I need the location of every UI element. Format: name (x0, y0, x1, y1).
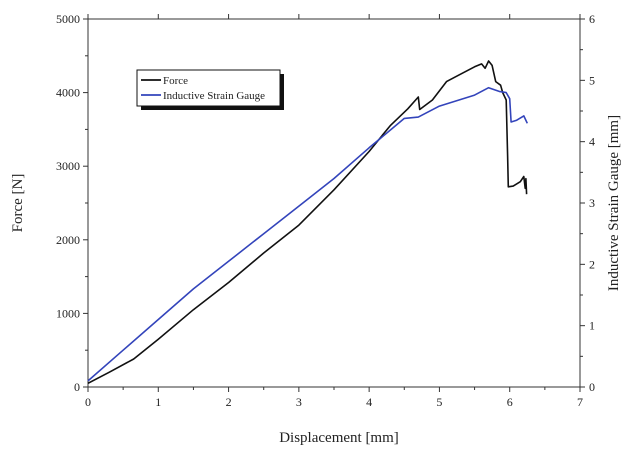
legend-label: Inductive Strain Gauge (163, 90, 265, 102)
y-tick-label: 2000 (56, 233, 80, 247)
y2-tick-label: 1 (589, 319, 595, 333)
series-force-line (87, 60, 528, 385)
y2-tick-label: 0 (589, 380, 595, 394)
legend-box (136, 69, 281, 107)
x-tick-label: 2 (226, 395, 232, 409)
x-tick-label: 5 (436, 395, 442, 409)
x-tick-label: 3 (296, 395, 302, 409)
x-tick-label: 1 (155, 395, 161, 409)
x-tick-label: 7 (577, 395, 583, 409)
y-tick-label: 0 (74, 380, 80, 394)
y-tick-label: 5000 (56, 12, 80, 26)
y2-tick-label: 6 (589, 12, 595, 26)
x-axis-title: Displacement [mm] (279, 430, 399, 446)
y2-tick-label: 3 (589, 196, 595, 210)
x-tick-label: 4 (366, 395, 372, 409)
y-tick-label: 3000 (56, 159, 80, 173)
x-tick-label: 6 (507, 395, 513, 409)
x-tick-label: 0 (85, 395, 91, 409)
y2-tick-label: 2 (589, 257, 595, 271)
y2-tick-label: 5 (589, 73, 595, 87)
y2-tick-label: 4 (589, 135, 595, 149)
y-tick-label: 1000 (56, 306, 80, 320)
y2-axis-title: Inductive Strain Gauge [mm] (606, 115, 622, 291)
y-tick-label: 4000 (56, 86, 80, 100)
legend-label: Force (163, 75, 188, 87)
y-axis-title: Force [N] (10, 174, 26, 233)
series-inductive-strain-gauge-line (87, 86, 529, 382)
